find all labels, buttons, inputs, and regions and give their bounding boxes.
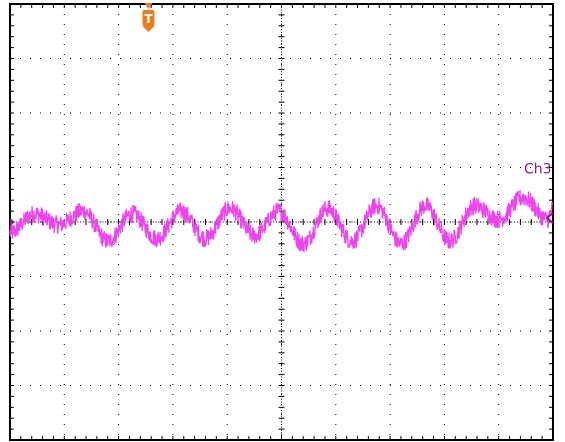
ch3-trace — [9, 189, 554, 253]
trigger-marker — [142, 10, 155, 26]
ch3-trace-group — [9, 189, 554, 253]
ch3-position-marker — [546, 212, 554, 224]
trigger-pointer-icon — [144, 3, 153, 9]
trigger-label: T — [144, 12, 153, 26]
ch3-label: Ch3 — [524, 162, 552, 178]
trigger-marker-tip — [142, 26, 155, 32]
markers: Ch3 T — [10, 3, 554, 226]
ch3-ground-marker — [10, 218, 15, 226]
